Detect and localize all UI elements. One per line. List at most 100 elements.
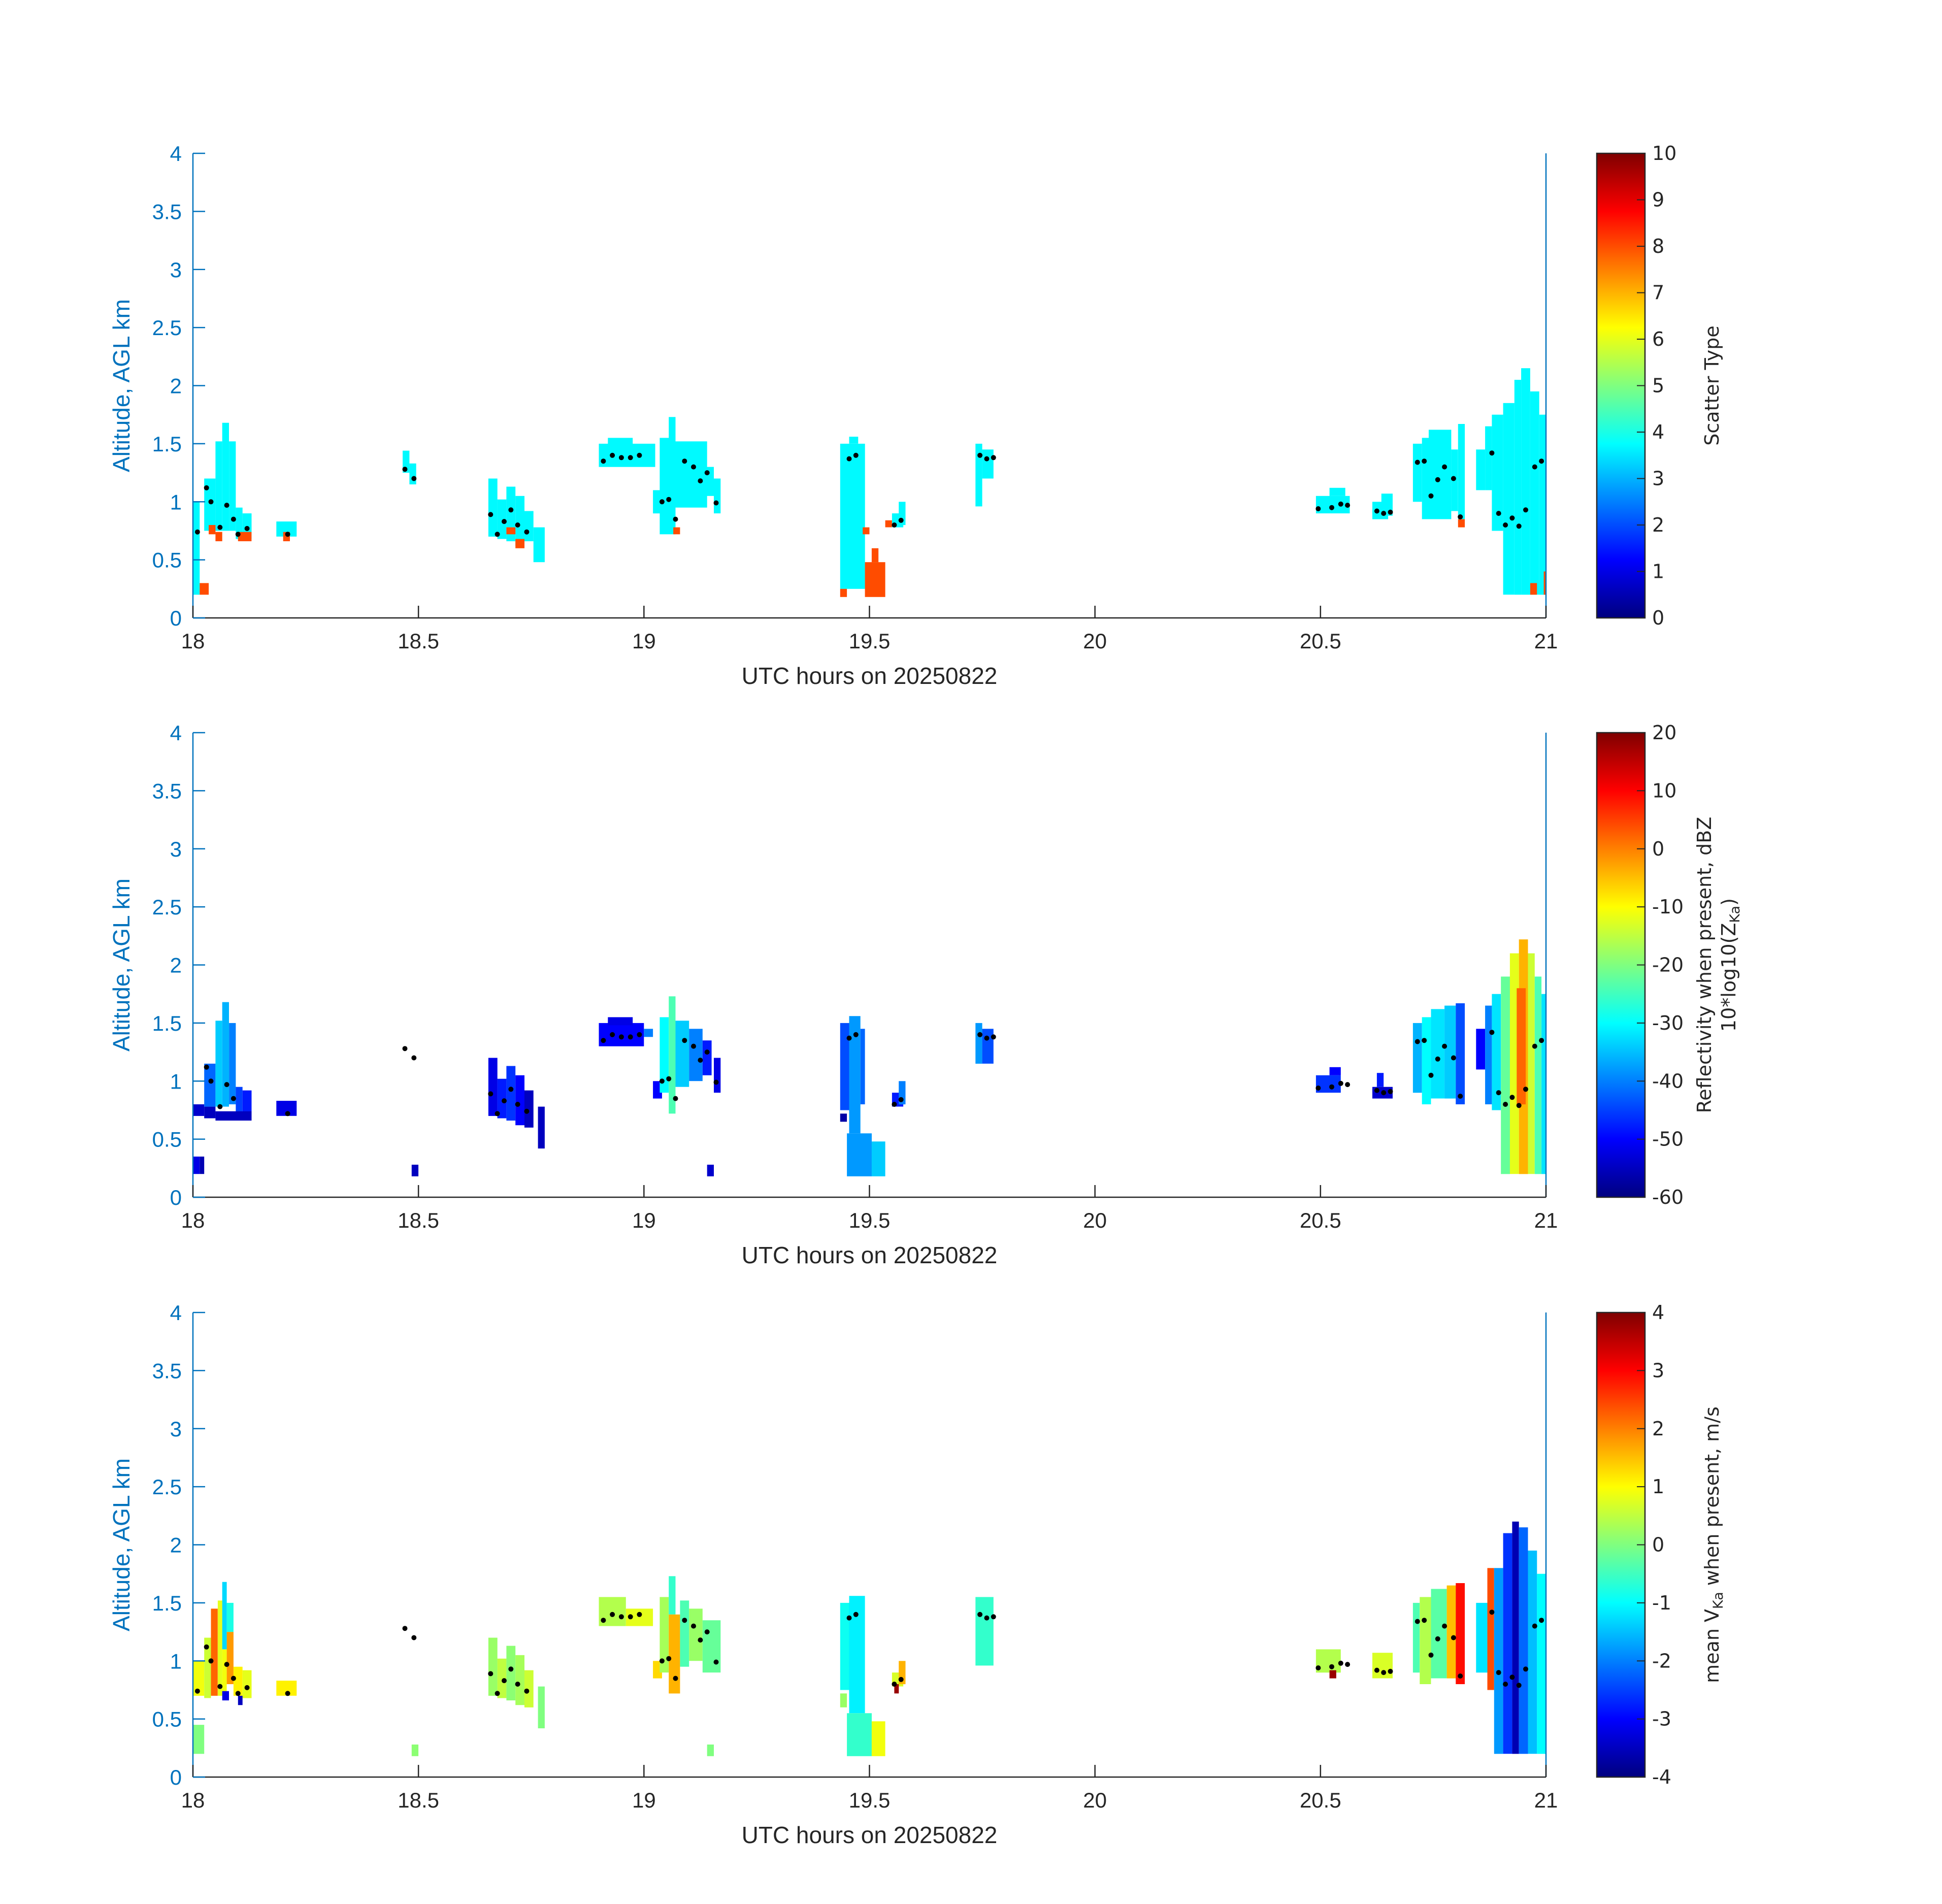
cloud-base-dot <box>666 1076 672 1081</box>
cloud-base-dot <box>1523 507 1528 513</box>
data-cell <box>840 1693 847 1708</box>
y-tick-label: 4 <box>170 142 182 166</box>
data-cell <box>849 437 859 444</box>
data-cell <box>608 438 633 446</box>
y-tick-label: 1 <box>170 490 182 514</box>
cloud-base-dot <box>502 519 507 524</box>
data-cell <box>211 1608 218 1696</box>
colorbar-tick-label: -1 <box>1652 1592 1671 1614</box>
cloud-base-dot <box>698 1637 703 1643</box>
cloud-base-dot <box>713 1079 719 1085</box>
cloud-base-dot <box>411 1635 417 1640</box>
cloud-base-dot <box>1539 1618 1544 1623</box>
data-cell <box>975 1597 994 1666</box>
cloud-base-dot <box>984 1615 990 1621</box>
data-cell <box>229 1023 236 1104</box>
data-cell <box>669 1576 676 1615</box>
cloud-base-dot <box>1489 450 1495 456</box>
cloud-base-dot <box>1428 1652 1434 1658</box>
data-cell <box>1431 1589 1447 1679</box>
cloud-base-dot <box>524 1688 530 1694</box>
cloud-base-dot <box>285 1111 290 1117</box>
data-cell <box>689 1608 703 1661</box>
x-tick-label: 18.5 <box>398 1788 439 1812</box>
data-cell <box>1422 438 1429 519</box>
cloud-base-dot <box>846 456 852 462</box>
cloud-base-dot <box>1509 1675 1515 1680</box>
data-cell <box>497 1078 507 1119</box>
cloud-base-dot <box>524 529 530 535</box>
data-cell <box>975 443 982 507</box>
colorbar-tick-label: -2 <box>1652 1650 1671 1672</box>
cloud-base-dot <box>515 1102 520 1107</box>
cloud-base-dot <box>853 452 859 458</box>
cloud-base-dot <box>194 1688 200 1694</box>
cloud-base-dot <box>1532 464 1537 470</box>
x-tick-label: 20 <box>1083 629 1107 653</box>
cloud-base-dot <box>208 1078 214 1084</box>
cloud-base-dot <box>637 1612 642 1617</box>
colorbar-tick-label: 1 <box>1652 561 1664 583</box>
cloud-base-dot <box>235 1691 241 1696</box>
data-cell <box>1458 519 1465 528</box>
cloud-base-dot <box>601 1038 606 1043</box>
cloud-base-dot <box>991 455 996 461</box>
x-tick-label: 18.5 <box>398 1208 439 1232</box>
cloud-base-dot <box>1435 1636 1440 1642</box>
cloud-base-dot <box>892 1682 897 1687</box>
cloud-base-dot <box>1509 515 1515 521</box>
data-cell <box>515 1075 524 1126</box>
cloud-base-dot <box>991 1034 996 1040</box>
cloud-base-dot <box>601 458 606 464</box>
cloud-base-dot <box>411 1055 417 1061</box>
cloud-base-dot <box>1345 1662 1351 1667</box>
x-tick-label: 21 <box>1534 1208 1558 1232</box>
cloud-base-dot <box>224 1082 229 1088</box>
cloud-base-dot <box>1458 514 1463 519</box>
y-tick-label: 3.5 <box>152 1359 182 1383</box>
data-cell <box>1485 1005 1492 1104</box>
cloud-base-dot <box>1428 1072 1434 1078</box>
cloud-base-dots <box>194 1610 1544 1696</box>
data-cell <box>840 1113 847 1122</box>
cloud-base-dot <box>1329 505 1334 510</box>
data-cell <box>222 1649 227 1696</box>
cloud-base-dot <box>610 1612 615 1617</box>
cloud-base-dot <box>898 1677 904 1682</box>
x-tick-label: 18 <box>181 629 205 653</box>
cloud-base-dot <box>691 1043 696 1049</box>
data-cell <box>871 1141 885 1176</box>
cloud-base-dot <box>892 1102 897 1107</box>
cloud-base-dot <box>1503 522 1508 528</box>
data-cell <box>675 1021 689 1087</box>
cloud-base-dot <box>601 1618 606 1623</box>
colorbar-tick-label: 10 <box>1652 142 1676 165</box>
data-cell <box>200 583 209 595</box>
cloud-base-dot <box>1523 1666 1528 1672</box>
x-axis-title: UTC hours on 20250822 <box>742 663 998 689</box>
colorbar-tick-label: -20 <box>1652 954 1684 976</box>
cloud-base-dot <box>1451 1635 1456 1640</box>
data-cell <box>222 1691 229 1700</box>
cloud-base-dot <box>977 1612 983 1617</box>
cloud-base-dot <box>1489 1610 1495 1615</box>
cloud-base-dot <box>1414 1619 1420 1624</box>
data-cell <box>1501 976 1510 1174</box>
data-cell <box>840 1602 849 1690</box>
data-cell <box>1412 443 1422 502</box>
data-cell <box>411 1164 419 1176</box>
data-cell <box>488 1637 498 1696</box>
data-cell <box>660 1017 669 1093</box>
cloud-base-dot <box>231 516 236 522</box>
cloud-base-dot <box>1496 1670 1501 1676</box>
cloud-base-dot <box>502 1098 507 1104</box>
y-tick-label: 2.5 <box>152 895 182 919</box>
cloud-base-dot <box>984 456 990 462</box>
colorbar-label-text: Reflectivity when present, dBZ <box>1693 817 1716 1113</box>
data-cell <box>215 1021 222 1107</box>
colorbar-tick-label: 2 <box>1652 1418 1664 1440</box>
data-cell <box>673 527 680 535</box>
cloud-base-dot <box>1442 1623 1447 1629</box>
y-tick-label: 2.5 <box>152 316 182 340</box>
